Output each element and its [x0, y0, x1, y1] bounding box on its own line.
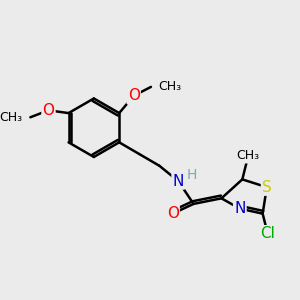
Text: CH₃: CH₃: [0, 111, 22, 124]
Text: N: N: [234, 201, 245, 216]
Text: H: H: [187, 168, 197, 182]
Text: O: O: [43, 103, 55, 118]
Text: O: O: [167, 206, 179, 221]
Text: CH₃: CH₃: [159, 80, 182, 93]
Text: O: O: [128, 88, 140, 103]
Text: CH₃: CH₃: [236, 149, 259, 163]
Text: S: S: [262, 180, 272, 195]
Text: Cl: Cl: [260, 226, 275, 241]
Text: N: N: [172, 174, 184, 189]
